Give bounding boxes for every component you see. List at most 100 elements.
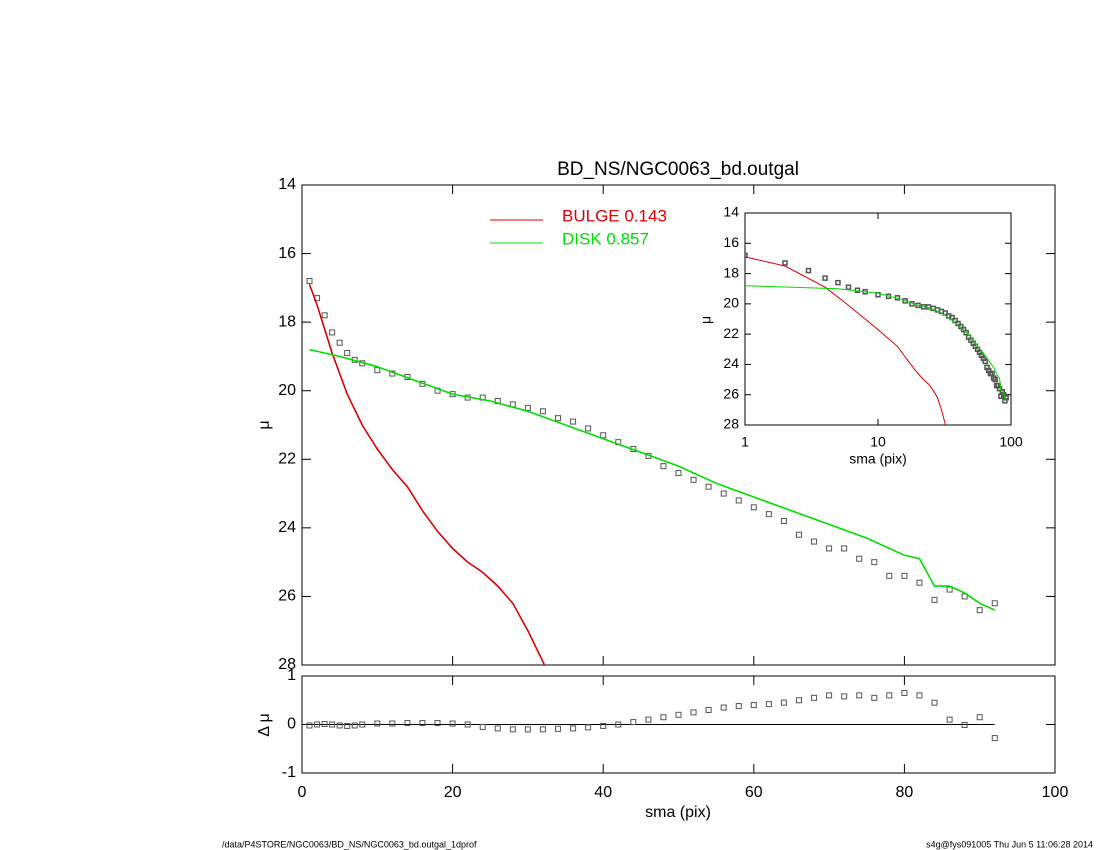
data-point <box>690 476 697 483</box>
model-line <box>745 285 1007 401</box>
inset-y-label: μ <box>698 316 714 324</box>
data-point <box>854 287 861 293</box>
x-tick-label: 20 <box>444 784 462 801</box>
data-point <box>336 339 343 346</box>
y-tick-label: 14 <box>278 176 296 193</box>
y-tick-label: 16 <box>723 234 739 250</box>
data-point <box>660 714 667 721</box>
data-point <box>705 706 712 713</box>
data-point <box>982 358 988 365</box>
data-point <box>306 722 313 729</box>
data-point <box>494 725 501 732</box>
x-tick-label: 80 <box>896 784 914 801</box>
data-point <box>835 279 841 286</box>
y-tick-label: 26 <box>278 588 296 605</box>
data-point <box>845 284 852 290</box>
x-tick-label: 10 <box>870 434 886 450</box>
data-point <box>374 367 381 374</box>
data-point <box>765 511 772 518</box>
y-tick-label: 1 <box>287 667 296 684</box>
data-point <box>329 329 336 336</box>
data-point <box>600 722 607 729</box>
data-point <box>344 722 351 729</box>
y-tick-label: 20 <box>723 295 739 311</box>
y-axis-label: Δ μ <box>256 713 273 736</box>
data-point <box>750 702 757 709</box>
plot-area <box>745 252 1009 425</box>
data-point <box>314 721 321 728</box>
data-point <box>329 721 336 728</box>
y-tick-label: 24 <box>278 519 296 536</box>
data-point <box>931 699 938 706</box>
data-point <box>949 314 955 321</box>
y-tick-label: 16 <box>278 245 296 262</box>
data-point <box>976 714 983 721</box>
data-point <box>961 721 968 728</box>
y-axis-label: μ <box>256 420 273 429</box>
y-tick-label: 20 <box>278 382 296 399</box>
data-point <box>902 298 908 304</box>
data-point <box>374 720 381 727</box>
data-point <box>991 600 998 607</box>
data-point <box>555 725 562 732</box>
data-point <box>389 720 396 727</box>
y-tick-label: 18 <box>723 264 739 280</box>
data-point <box>946 716 953 723</box>
data-point <box>359 721 366 728</box>
y-tick-label: 24 <box>723 355 739 371</box>
data-point <box>735 703 742 710</box>
data-point <box>720 704 727 711</box>
data-point <box>419 720 426 727</box>
data-point <box>946 586 953 593</box>
footer-left: /data/P4STORE/NGC0063/BD_NS/NGC0063_bd.o… <box>222 839 477 849</box>
data-point <box>765 701 772 708</box>
data-point <box>795 531 802 538</box>
x-tick-label: 40 <box>594 784 612 801</box>
y-tick-label: 22 <box>723 325 739 341</box>
data-point <box>916 579 923 586</box>
data-point <box>841 545 848 552</box>
inset-x-label: sma (pix) <box>849 451 907 467</box>
data-point <box>886 572 893 579</box>
data-point <box>675 711 682 718</box>
data-point <box>690 709 697 716</box>
data-point <box>871 694 878 701</box>
data-point <box>675 470 682 476</box>
data-point <box>856 692 863 699</box>
model-line <box>308 284 546 665</box>
data-point <box>886 692 893 699</box>
data-point <box>782 260 788 266</box>
data-point <box>539 408 546 415</box>
data-point <box>306 278 313 284</box>
data-point <box>630 719 637 726</box>
x-axis-label: sma (pix) <box>645 804 711 821</box>
data-point <box>720 490 727 497</box>
data-point <box>524 404 531 411</box>
x-tick-label: 100 <box>1042 784 1069 801</box>
data-point <box>735 497 742 504</box>
y-tick-label: 28 <box>278 656 296 673</box>
data-point <box>509 726 516 733</box>
y-tick-label: 0 <box>287 716 296 733</box>
data-point <box>321 721 328 728</box>
data-point <box>822 275 828 281</box>
data-point <box>524 726 531 733</box>
plot-frame <box>744 212 1012 426</box>
data-point <box>321 312 328 319</box>
data-point <box>585 425 592 432</box>
data-point <box>555 415 562 422</box>
data-point <box>992 376 998 383</box>
data-point <box>570 725 577 732</box>
data-point <box>780 699 787 706</box>
model-line <box>309 348 996 611</box>
data-point <box>449 720 456 727</box>
chart-title: BD_NS/NGC0063_bd.outgal <box>557 159 799 180</box>
data-point <box>871 559 878 566</box>
footer-right: s4g@fys091005 Thu Jun 5 11:06:28 2014 <box>926 839 1093 849</box>
data-point <box>336 722 343 729</box>
data-point <box>805 267 812 274</box>
data-point <box>434 720 441 727</box>
data-point <box>464 721 471 728</box>
